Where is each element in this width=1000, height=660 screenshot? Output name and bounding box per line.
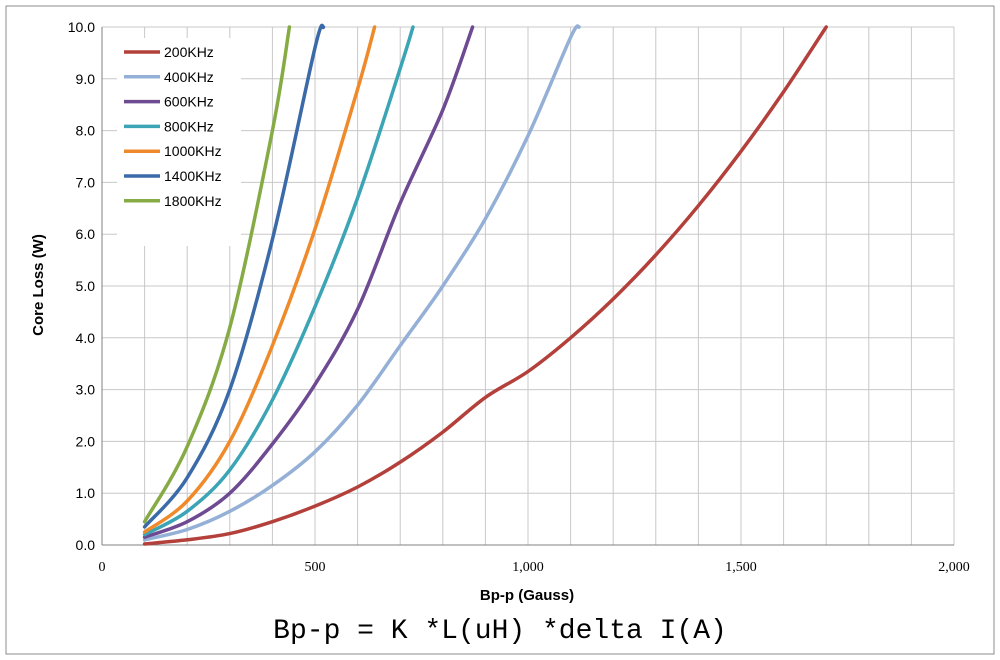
- legend-label: 200KHz: [164, 44, 214, 60]
- y-tick-labels: 0.0 1.0 2.0 3.0 4.0 5.0 6.0 7.0 8.0 9.0 10.0: [68, 19, 95, 553]
- formula-text: Bp-p = K *L(uH) *delta I(A): [273, 616, 727, 647]
- y-tick-label: 3.0: [76, 382, 96, 398]
- series-lines: [142, 23, 828, 546]
- series-line-200KHz: [142, 25, 828, 546]
- legend-label: 600KHz: [164, 94, 214, 110]
- legend-label: 400KHz: [164, 69, 214, 85]
- y-tick-label: 1.0: [76, 485, 96, 501]
- x-tick-label: 500: [305, 560, 326, 575]
- x-tick-label: 2,000: [938, 560, 970, 575]
- legend-label: 1800KHz: [164, 193, 222, 209]
- series-line-1400KHz: [142, 23, 326, 529]
- y-tick-label: 5.0: [76, 278, 96, 294]
- y-tick-label: 4.0: [76, 330, 96, 346]
- legend: 200KHz 400KHz 600KHz 800KHz 1000KHz 1400KHz 18…: [117, 38, 241, 246]
- y-tick-label: 10.0: [68, 19, 95, 35]
- x-tick-labels: 0 500 1,000 1,500 2,000: [99, 560, 970, 575]
- series-line-800KHz: [142, 25, 415, 537]
- series-line-1800KHz: [142, 25, 292, 524]
- y-tick-label: 8.0: [76, 123, 96, 139]
- legend-label: 1400KHz: [164, 168, 222, 184]
- x-tick-label: 1,500: [725, 560, 757, 575]
- y-tick-label: 0.0: [76, 537, 96, 553]
- y-tick-label: 2.0: [76, 433, 96, 449]
- x-axis-label: Bp-p (Gauss): [480, 587, 574, 604]
- y-tick-label: 7.0: [76, 174, 96, 190]
- series-line-400KHz: [142, 24, 581, 542]
- y-tick-label: 6.0: [76, 226, 96, 242]
- legend-label: 1000KHz: [164, 143, 222, 159]
- x-tick-label: 1,000: [512, 560, 544, 575]
- y-tick-label: 9.0: [76, 71, 96, 87]
- legend-background: [117, 38, 241, 246]
- series-line-1000KHz: [142, 25, 377, 534]
- series-line-600KHz: [142, 25, 475, 539]
- legend-label: 800KHz: [164, 118, 214, 134]
- axes: [101, 27, 954, 546]
- y-axis-label: Core Loss (W): [30, 234, 47, 336]
- x-tick-label: 0: [99, 560, 106, 575]
